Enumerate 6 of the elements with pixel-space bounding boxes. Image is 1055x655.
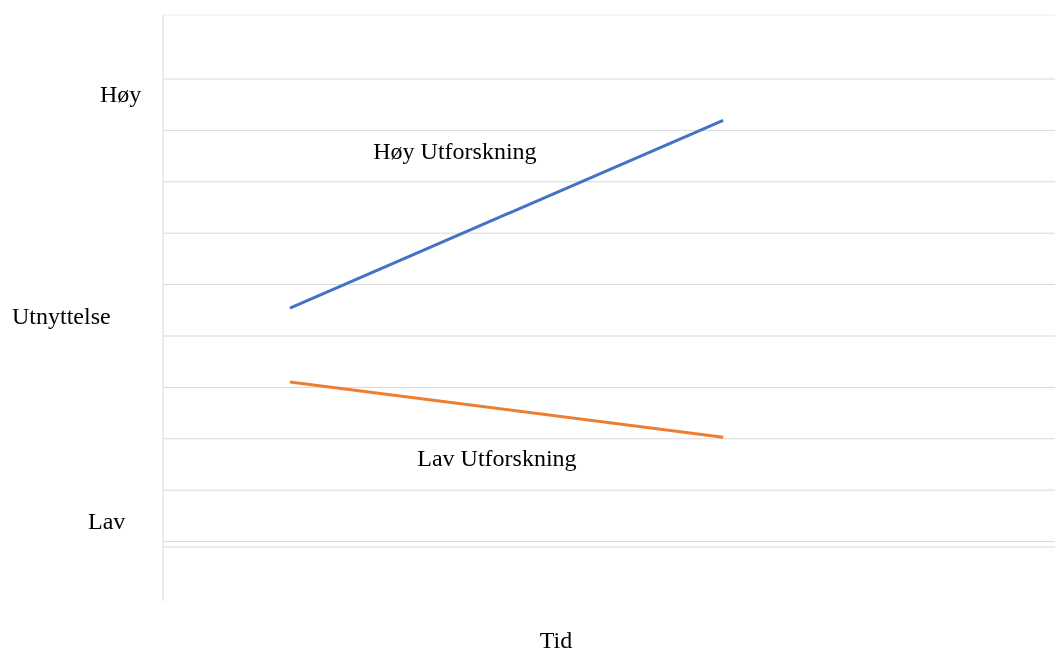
- text: Lav: [88, 508, 126, 535]
- series-label: Lav Utforskning: [417, 445, 577, 472]
- x-axis-title: Tid: [539, 627, 573, 654]
- y-axis-title: Utnyttelse: [12, 303, 111, 330]
- series-label: Høy Utforskning: [373, 137, 537, 164]
- text: Høy: [100, 81, 142, 108]
